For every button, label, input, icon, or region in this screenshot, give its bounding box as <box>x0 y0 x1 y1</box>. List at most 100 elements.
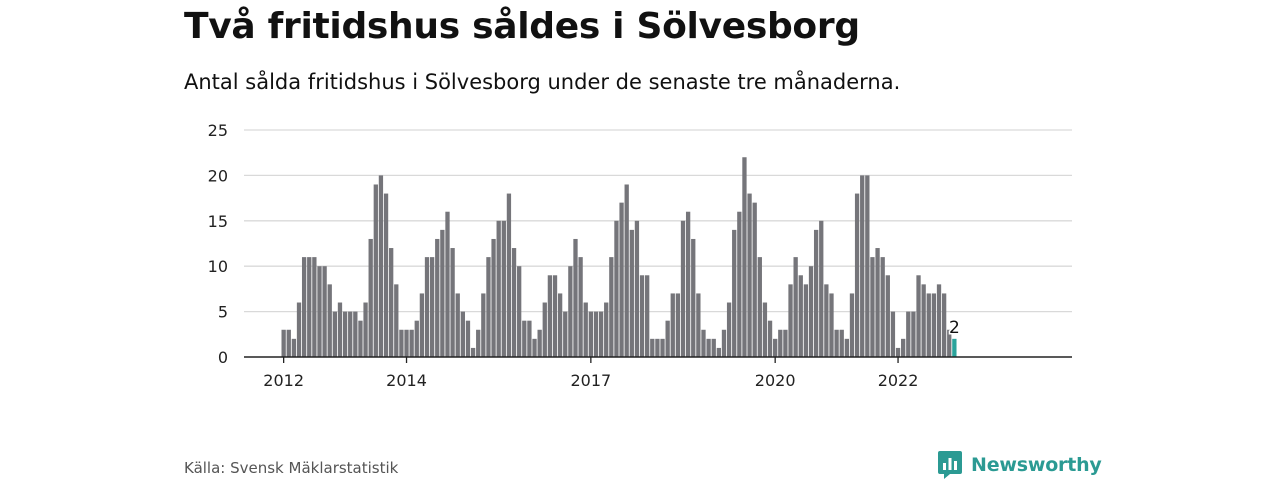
bar <box>496 220 501 357</box>
bar <box>409 329 414 357</box>
bar <box>767 320 773 357</box>
bar <box>609 257 614 357</box>
bar <box>573 238 578 357</box>
bar <box>629 229 634 357</box>
bar <box>706 338 711 357</box>
bar <box>885 275 890 357</box>
bar <box>947 329 952 357</box>
x-tick-label: 2014 <box>386 371 427 390</box>
bar <box>870 257 875 357</box>
bar <box>911 311 916 357</box>
bar <box>598 311 604 357</box>
newsworthy-logo-icon <box>938 451 962 479</box>
y-tick-label: 10 <box>208 257 228 276</box>
bar <box>701 329 706 357</box>
bar <box>696 293 701 357</box>
bar <box>332 311 337 357</box>
bar <box>808 266 814 357</box>
x-tick-label: 2022 <box>878 371 919 390</box>
bar <box>655 338 660 357</box>
bar <box>291 338 297 357</box>
bar <box>307 257 312 357</box>
y-tick-label: 15 <box>208 212 228 231</box>
bar <box>901 338 906 357</box>
bar <box>424 257 430 357</box>
bar-chart: 0 5 10 15 20 25 2 2012 2014 2017 2020 2022 <box>208 121 1072 390</box>
bar <box>619 202 624 357</box>
bar <box>470 347 476 357</box>
bar <box>363 302 368 357</box>
bar <box>404 329 409 357</box>
bar <box>353 311 358 357</box>
bar <box>680 220 686 357</box>
bar <box>281 329 286 357</box>
bar <box>481 293 486 357</box>
brand-name: Newsworthy <box>971 454 1102 476</box>
bar <box>604 302 609 357</box>
bar <box>522 320 527 357</box>
bar <box>445 211 450 357</box>
bar <box>583 302 588 357</box>
bar <box>378 175 384 357</box>
bar <box>773 338 778 357</box>
bar <box>348 311 353 357</box>
bar <box>527 320 532 357</box>
bar <box>691 238 696 357</box>
bar <box>491 238 496 357</box>
bar <box>476 329 481 357</box>
bar <box>460 311 465 357</box>
bar <box>711 338 716 357</box>
bar <box>762 302 768 357</box>
bar <box>368 238 373 357</box>
x-tick-label: 2017 <box>570 371 611 390</box>
bar <box>419 293 425 357</box>
bar <box>455 293 460 357</box>
bar <box>665 320 670 357</box>
source-note: Källa: Svensk Mäklarstatistik <box>184 459 399 477</box>
bar <box>327 284 332 357</box>
bar <box>517 266 522 357</box>
bar <box>435 238 440 357</box>
chart-card: Två fritidshus såldes i Sölvesborg Antal… <box>184 0 1102 480</box>
bar <box>532 338 537 357</box>
bar <box>547 275 553 357</box>
bar <box>486 257 491 357</box>
bar <box>824 284 829 357</box>
bar <box>399 329 404 357</box>
bar <box>829 293 834 357</box>
bar <box>578 257 583 357</box>
bar <box>501 220 506 357</box>
y-tick-label: 20 <box>208 166 228 185</box>
bar <box>511 248 517 357</box>
bar <box>450 248 455 357</box>
highlight-bar <box>952 338 957 357</box>
bar <box>721 329 727 357</box>
bar <box>916 275 921 357</box>
x-tick-label: 2020 <box>755 371 796 390</box>
bar <box>788 284 793 357</box>
bar <box>737 211 742 357</box>
bar <box>373 184 378 357</box>
bar <box>783 329 788 357</box>
bar <box>660 338 665 357</box>
bar <box>931 293 937 357</box>
bar <box>557 293 563 357</box>
bar <box>614 220 619 357</box>
bar <box>793 257 798 357</box>
bar <box>670 293 675 357</box>
bar <box>906 311 911 357</box>
bar <box>778 329 783 357</box>
bar <box>552 275 558 357</box>
bar <box>716 347 721 357</box>
bar <box>747 193 752 357</box>
bar <box>337 302 343 357</box>
bar <box>624 184 629 357</box>
bar <box>757 257 762 357</box>
bar <box>429 257 435 357</box>
bar <box>394 284 399 357</box>
bar <box>726 302 732 357</box>
bar <box>568 266 573 357</box>
bar <box>921 284 926 357</box>
bar <box>537 329 542 357</box>
bar <box>414 320 419 357</box>
